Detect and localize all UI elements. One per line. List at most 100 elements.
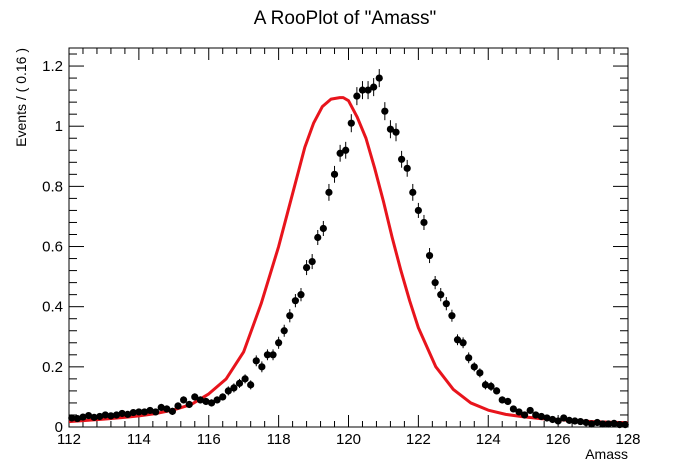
data-point (163, 405, 171, 413)
data-point (224, 386, 232, 396)
data-point (135, 408, 143, 416)
data-marker (414, 206, 422, 215)
data-point (616, 420, 624, 429)
data-marker (280, 327, 288, 335)
data-marker (616, 420, 624, 429)
data-point (610, 419, 618, 427)
data-marker (308, 257, 316, 266)
data-point (140, 408, 149, 416)
data-marker (179, 396, 188, 404)
data-point (330, 165, 339, 183)
data-marker (453, 336, 462, 344)
data-marker (571, 417, 579, 425)
data-marker (476, 369, 484, 377)
data-marker (174, 402, 182, 410)
data-marker (157, 403, 165, 412)
data-point (582, 418, 590, 427)
y-axis-label: Events / ( 0.16 ) (13, 48, 29, 147)
data-marker (185, 400, 193, 409)
data-marker (576, 417, 585, 426)
data-marker (375, 74, 383, 82)
data-marker (330, 170, 339, 178)
data-point (403, 159, 411, 177)
data-point (543, 414, 551, 422)
data-point (202, 397, 210, 406)
data-marker (621, 420, 629, 429)
data-marker (431, 279, 439, 287)
data-marker (582, 418, 590, 427)
data-point (370, 78, 378, 97)
data-point (425, 248, 434, 264)
data-marker (593, 418, 601, 427)
data-point (358, 81, 367, 100)
data-marker (219, 393, 227, 401)
data-point (409, 183, 417, 201)
data-point (342, 141, 350, 159)
y-tick-label: 0 (55, 419, 63, 436)
data-point (275, 336, 283, 349)
data-marker (392, 128, 400, 136)
data-marker (442, 300, 450, 308)
data-point (79, 413, 87, 421)
data-marker (286, 312, 294, 320)
data-point (84, 411, 93, 420)
data-point (185, 400, 193, 409)
data-point (73, 414, 81, 423)
data-point (493, 387, 501, 395)
data-point (174, 402, 182, 410)
data-marker (112, 411, 121, 419)
data-marker (364, 86, 372, 94)
data-marker (196, 396, 204, 404)
data-marker (291, 297, 299, 305)
data-point (258, 361, 266, 373)
y-tick-label: 0.2 (42, 359, 63, 376)
data-point (476, 368, 484, 378)
data-marker (269, 351, 277, 359)
data-point (465, 352, 473, 364)
data-point (308, 254, 316, 270)
data-marker (448, 312, 456, 320)
data-marker (152, 408, 160, 416)
data-point (593, 418, 601, 427)
data-marker (79, 413, 87, 421)
data-point (532, 411, 540, 419)
data-point (420, 214, 428, 230)
x-axis: 112 114 116 118 120 122 124 126 128 (57, 48, 641, 448)
data-point (263, 349, 272, 361)
data-marker (163, 405, 171, 413)
data-marker (470, 363, 478, 371)
data-marker (560, 414, 568, 422)
data-point (213, 396, 221, 404)
data-point (588, 420, 596, 428)
data-marker (107, 412, 115, 420)
data-point (398, 150, 406, 168)
data-marker (68, 414, 76, 422)
data-marker (509, 405, 518, 413)
data-marker (465, 354, 473, 362)
data-point (437, 288, 445, 302)
data-point (90, 413, 98, 421)
data-point (157, 403, 165, 412)
data-point (235, 378, 244, 388)
data-marker (537, 412, 545, 421)
x-tick-label: 120 (336, 431, 361, 448)
data-marker (520, 411, 529, 419)
data-marker (336, 149, 344, 157)
data-marker (599, 420, 607, 428)
data-marker (409, 188, 417, 196)
data-point (565, 416, 573, 424)
data-marker (347, 119, 355, 127)
data-point (392, 123, 400, 142)
data-marker (135, 408, 143, 416)
data-point (353, 87, 361, 106)
data-marker (101, 411, 109, 419)
data-point (481, 380, 490, 390)
data-marker (319, 224, 327, 233)
data-marker (481, 381, 490, 389)
data-marker (548, 415, 557, 424)
data-point (431, 276, 439, 290)
data-point (571, 417, 579, 425)
data-point (247, 380, 255, 390)
data-marker (302, 263, 311, 272)
